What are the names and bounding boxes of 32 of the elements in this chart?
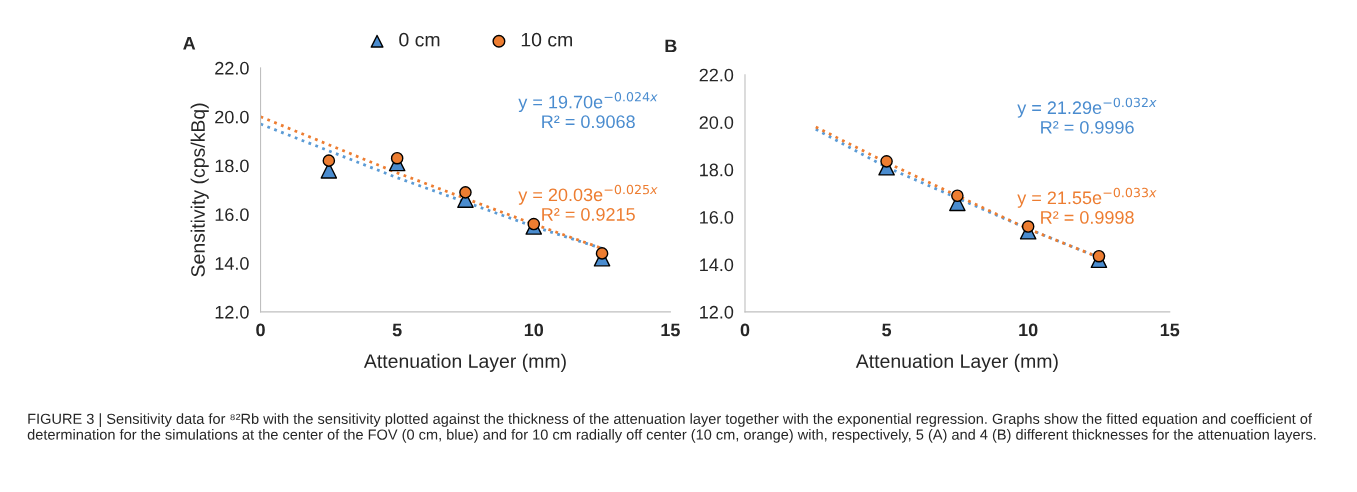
legend-label: 10 cm bbox=[521, 32, 572, 47]
x-tick-label: 5 bbox=[882, 323, 892, 337]
legend-label: 0 cm bbox=[399, 32, 440, 47]
y-tick-label: 18.0 bbox=[700, 163, 734, 177]
x-tick-label: 15 bbox=[1160, 323, 1180, 337]
y-tick-label: 20.0 bbox=[699, 116, 734, 129]
annotation: y = 21.29e$^{−0.032x}$ R² = 0.9996 bbox=[1017, 97, 1157, 134]
y-tick-label: 14.0 bbox=[700, 258, 734, 272]
chart-title: B bbox=[665, 39, 677, 53]
x-tick-label: 10 bbox=[1019, 323, 1038, 337]
y-tick-label: 12.0 bbox=[700, 305, 734, 319]
y-tick-label: 20.0 bbox=[215, 110, 249, 124]
x-tick-label: 0 bbox=[740, 323, 750, 337]
annotation: y = 20.03e$^{−0.025x}$ R² = 0.9215 bbox=[518, 184, 658, 221]
chart-title: A bbox=[183, 37, 196, 50]
y-axis-title: Sensitivity (cps/kBq) bbox=[190, 103, 209, 277]
x-axis-title: Attenuation Layer (mm) bbox=[855, 353, 1058, 372]
y-tick-label: 14.0 bbox=[215, 257, 249, 270]
y-tick-label: 16.0 bbox=[700, 211, 734, 224]
annotation: y = 21.55e$^{−0.033x}$ R² = 0.9998 bbox=[1017, 187, 1157, 224]
annotation: y = 19.70e$^{−0.024x}$ R² = 0.9068 bbox=[518, 91, 658, 129]
x-axis-title: Attenuation Layer (mm) bbox=[363, 353, 566, 372]
y-tick-label: 16.0 bbox=[215, 208, 249, 222]
y-tick-label: 18.0 bbox=[215, 159, 249, 173]
y-tick-label: 12.0 bbox=[215, 305, 249, 319]
x-tick-label: 0 bbox=[256, 323, 265, 337]
y-tick-label: 22.0 bbox=[215, 61, 249, 75]
x-tick-label: 15 bbox=[661, 323, 680, 337]
x-tick-label: 5 bbox=[392, 323, 402, 337]
y-tick-label: 22.0 bbox=[699, 68, 734, 82]
x-tick-label: 10 bbox=[524, 323, 544, 337]
caption: FIGURE 3 | Sensitivity data for ⁸²Rb with the sensitivity plotted against the thickness of the attenuation layer together with the exponential regression. Graphs show the fitted equation and coefficient of determination for the simulations at the center of the FOV (0 cm, blue) and for 10 cm radially off center (10 cm, orange) with, respectively, 5 (A) and 4 (B) different thicknesses for the attenuation layers. bbox=[27, 413, 1316, 443]
